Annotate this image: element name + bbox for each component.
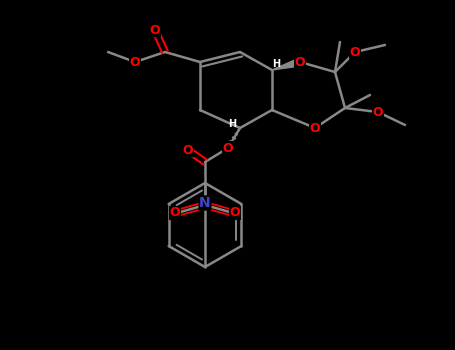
Text: H: H: [272, 59, 280, 69]
Polygon shape: [272, 58, 301, 70]
Text: O: O: [170, 206, 180, 219]
Text: O: O: [150, 23, 160, 36]
Text: O: O: [183, 144, 193, 156]
Text: O: O: [222, 141, 233, 154]
Text: O: O: [350, 46, 360, 58]
Text: O: O: [310, 121, 320, 134]
Text: N: N: [199, 196, 211, 210]
Text: O: O: [130, 56, 140, 69]
Text: O: O: [295, 56, 305, 69]
Text: H: H: [228, 119, 236, 129]
Text: O: O: [373, 105, 383, 119]
Text: O: O: [230, 206, 240, 219]
